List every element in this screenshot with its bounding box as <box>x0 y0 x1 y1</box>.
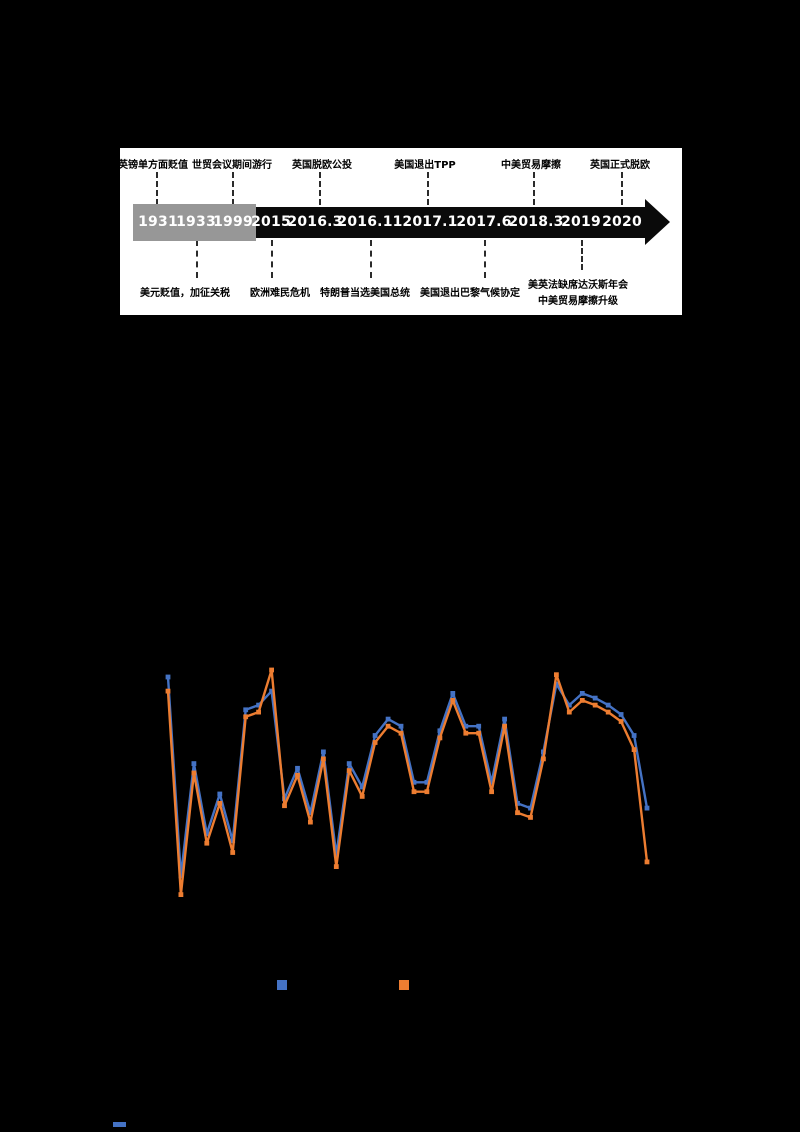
timeline-year: 2019 <box>561 214 601 230</box>
timeline-top-event: 美国退出TPP <box>394 160 456 171</box>
dashed-connector <box>621 172 623 205</box>
timeline-bottom-event: 美英法缺席达沃斯年会 <box>528 280 628 291</box>
dashed-connector <box>370 240 372 278</box>
dashed-connector <box>484 240 486 278</box>
line-chart <box>165 667 650 897</box>
timeline-bottom-event: 特朗普当选美国总统 <box>320 288 410 299</box>
timeline-year: 2016.3 <box>287 214 343 230</box>
dashed-connector <box>271 240 273 278</box>
timeline-top-event: 英国正式脱欧 <box>590 160 650 171</box>
timeline-year: 1999 <box>213 214 253 230</box>
dashed-connector <box>427 172 429 205</box>
timeline-year: 1933 <box>176 214 216 230</box>
dashed-connector <box>196 240 198 278</box>
timeline-year: 2018.3 <box>508 214 564 230</box>
timeline-bottom-event: 中美贸易摩擦升级 <box>538 296 618 307</box>
legend-swatch-orange <box>399 980 409 990</box>
timeline-year: 2017.6 <box>456 214 512 230</box>
timeline-year: 2020 <box>602 214 642 230</box>
timeline-year: 1931 <box>138 214 178 230</box>
timeline-top-event: 英国脱欧公投 <box>292 160 352 171</box>
timeline-bottom-event: 美元贬值，加征关税 <box>140 288 230 299</box>
dashed-connector <box>232 172 234 205</box>
timeline-panel: 英镑单方面贬值 世贸会议期间游行 英国脱欧公投 美国退出TPP 中美贸易摩擦 英… <box>118 148 682 315</box>
legend-swatch-blue <box>277 980 287 990</box>
timeline-year: 2016.11 <box>337 214 403 230</box>
dashed-connector <box>581 240 583 270</box>
footer-marker <box>113 1122 126 1127</box>
timeline-arrow-head <box>645 199 670 245</box>
timeline-year: 2015 <box>251 214 291 230</box>
dashed-connector <box>156 172 158 205</box>
timeline-bottom-event: 欧洲难民危机 <box>250 288 310 299</box>
timeline-bottom-event: 美国退出巴黎气候协定 <box>420 288 520 299</box>
timeline-gray-highlight <box>133 204 256 241</box>
dashed-connector <box>533 172 535 205</box>
timeline-top-event: 世贸会议期间游行 <box>192 160 272 171</box>
timeline-year: 2017.1 <box>402 214 458 230</box>
timeline-top-event: 中美贸易摩擦 <box>501 160 561 171</box>
timeline-top-event: 英镑单方面贬值 <box>118 160 188 171</box>
dashed-connector <box>319 172 321 205</box>
